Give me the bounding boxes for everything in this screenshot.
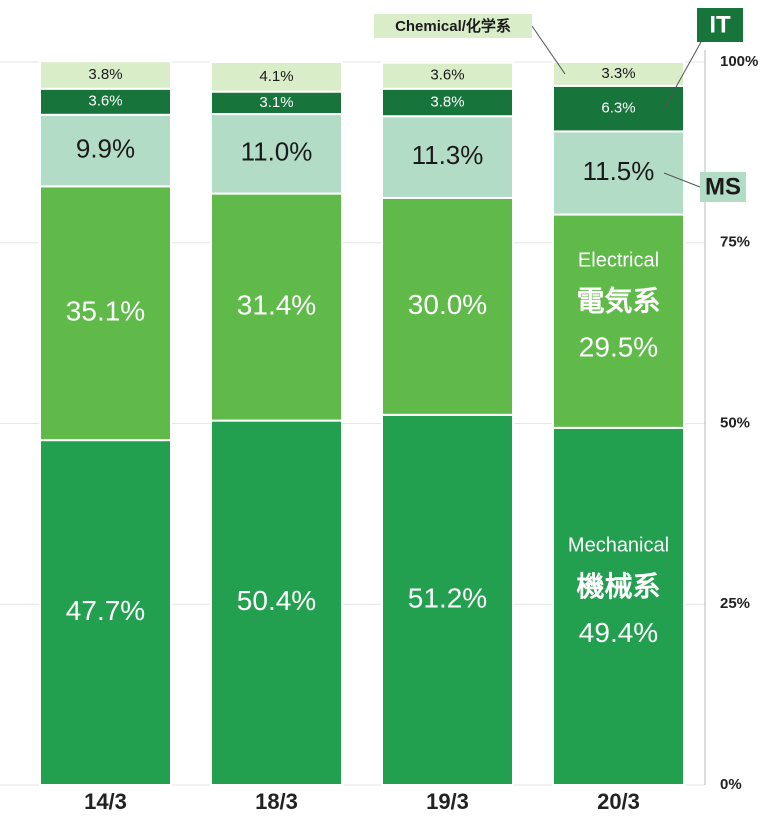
- value-label: 30.0%: [408, 289, 487, 320]
- value-label: 11.3%: [412, 140, 484, 170]
- series-name: Electrical: [578, 249, 659, 271]
- value-label: 11.0%: [241, 137, 313, 167]
- callout-line: [531, 25, 566, 75]
- y-tick-label: 0%: [720, 776, 742, 793]
- callout-line: [663, 41, 702, 109]
- legend-label: Chemical/化学系: [395, 17, 511, 35]
- x-tick-label: 19/3: [426, 789, 469, 814]
- callout-line: [663, 172, 701, 188]
- bar-segment: [39, 185, 172, 442]
- legend-label: MS: [705, 173, 741, 200]
- x-tick-label: 18/3: [255, 789, 298, 814]
- bar-segment: [381, 115, 514, 199]
- x-tick-label: 14/3: [84, 789, 127, 814]
- y-tick-label: 25%: [720, 595, 750, 612]
- bar-segment: [552, 213, 685, 429]
- y-tick-label: 100%: [720, 53, 758, 70]
- value-label: 3.8%: [430, 93, 464, 110]
- callout-box: [700, 172, 746, 202]
- bar-segment: [210, 61, 343, 93]
- series-name-ja: 機械系: [576, 571, 660, 602]
- bar-segment: [552, 84, 685, 133]
- bar-segment: [210, 419, 343, 786]
- legend-label: IT: [709, 11, 731, 38]
- bar-segment: [552, 61, 685, 87]
- bar-segment: [210, 113, 343, 195]
- value-label: 3.3%: [601, 65, 635, 82]
- bar-segment: [39, 439, 172, 786]
- value-label: 3.1%: [259, 94, 293, 111]
- x-tick-label: 20/3: [597, 789, 640, 814]
- bar-segment: [381, 413, 514, 786]
- y-tick-label: 75%: [720, 234, 750, 251]
- value-label: 4.1%: [259, 68, 293, 85]
- value-label: 29.5%: [579, 332, 658, 363]
- value-label: 51.2%: [408, 582, 487, 613]
- value-label: 49.4%: [579, 617, 658, 648]
- value-label: 3.6%: [88, 93, 122, 110]
- bar-segment: [210, 192, 343, 422]
- value-label: 47.7%: [66, 595, 145, 626]
- value-label: 11.5%: [583, 156, 655, 186]
- series-name-ja: 電気系: [576, 286, 660, 317]
- value-label: 3.8%: [88, 66, 122, 83]
- value-label: 3.6%: [430, 67, 464, 84]
- bar-segment: [39, 60, 172, 90]
- bar-segment: [381, 61, 514, 90]
- y-tick-label: 50%: [720, 414, 750, 431]
- bar-segment: [552, 130, 685, 216]
- callout-box: [374, 14, 532, 38]
- value-label: 50.4%: [237, 585, 316, 616]
- callout-box: [697, 8, 743, 42]
- value-label: 35.1%: [66, 296, 145, 327]
- value-label: 9.9%: [76, 133, 135, 163]
- value-label: 31.4%: [237, 289, 316, 320]
- bar-segment: [552, 426, 685, 786]
- value-label: 6.3%: [601, 100, 635, 117]
- series-name: Mechanical: [568, 535, 669, 557]
- bar-segment: [39, 113, 172, 188]
